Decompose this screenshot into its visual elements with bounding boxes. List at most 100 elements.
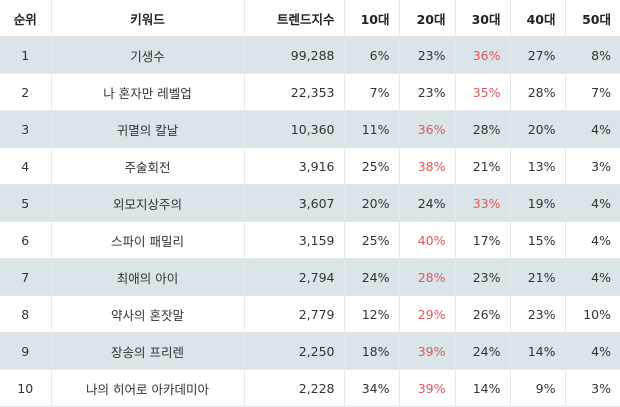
age-20s-cell: 38% xyxy=(398,147,455,185)
rank-cell: 5 xyxy=(0,184,51,222)
header-row: 순위 키워드 트렌드지수 10대 20대 30대 40대 50대 xyxy=(0,0,620,37)
trend-index-cell: 99,288 xyxy=(243,36,344,74)
age-20s-cell: 40% xyxy=(398,221,455,259)
header-10s: 10대 xyxy=(343,0,399,37)
age-50s-cell: 7% xyxy=(564,73,620,111)
age-50s-cell: 4% xyxy=(564,110,620,148)
age-10s-cell: 11% xyxy=(343,110,399,148)
table-row: 3 귀멸의 칼날 10,360 11% 36% 28% 20% 4% xyxy=(0,110,620,148)
rank-cell: 1 xyxy=(0,36,51,74)
age-30s-cell: 28% xyxy=(454,110,510,148)
age-30s-cell: 36% xyxy=(454,36,510,74)
age-30s-cell: 17% xyxy=(454,221,510,259)
age-30s-cell: 35% xyxy=(454,73,510,111)
keyword-cell: 귀멸의 칼날 xyxy=(50,110,244,148)
age-20s-cell: 29% xyxy=(398,295,455,333)
header-20s: 20대 xyxy=(398,0,455,37)
keyword-cell: 외모지상주의 xyxy=(50,184,244,222)
keyword-cell: 기생수 xyxy=(50,36,244,74)
age-10s-cell: 20% xyxy=(343,184,399,222)
age-40s-cell: 27% xyxy=(509,36,565,74)
age-40s-cell: 9% xyxy=(509,369,565,407)
trend-index-cell: 3,916 xyxy=(243,147,344,185)
age-50s-cell: 3% xyxy=(564,369,620,407)
rank-cell: 9 xyxy=(0,332,51,370)
age-50s-cell: 4% xyxy=(564,184,620,222)
age-40s-cell: 15% xyxy=(509,221,565,259)
rank-cell: 10 xyxy=(0,369,51,407)
age-30s-cell: 26% xyxy=(454,295,510,333)
age-10s-cell: 25% xyxy=(343,221,399,259)
age-40s-cell: 21% xyxy=(509,258,565,296)
table-row: 5 외모지상주의 3,607 20% 24% 33% 19% 4% xyxy=(0,184,620,222)
rank-cell: 6 xyxy=(0,221,51,259)
age-30s-cell: 24% xyxy=(454,332,510,370)
age-10s-cell: 7% xyxy=(343,73,399,111)
table-row: 10 나의 히어로 아카데미아 2,228 34% 39% 14% 9% 3% xyxy=(0,369,620,407)
trend-index-cell: 10,360 xyxy=(243,110,344,148)
rank-cell: 4 xyxy=(0,147,51,185)
age-10s-cell: 34% xyxy=(343,369,399,407)
header-40s: 40대 xyxy=(509,0,565,37)
table-row: 7 최애의 아이 2,794 24% 28% 23% 21% 4% xyxy=(0,258,620,296)
table-row: 8 약사의 혼잣말 2,779 12% 29% 26% 23% 10% xyxy=(0,295,620,333)
keyword-cell: 최애의 아이 xyxy=(50,258,244,296)
trend-index-cell: 3,607 xyxy=(243,184,344,222)
keyword-cell: 나 혼자만 레벨업 xyxy=(50,73,244,111)
age-50s-cell: 8% xyxy=(564,36,620,74)
age-20s-cell: 23% xyxy=(398,36,455,74)
age-10s-cell: 18% xyxy=(343,332,399,370)
rank-cell: 7 xyxy=(0,258,51,296)
header-rank: 순위 xyxy=(0,0,51,37)
age-30s-cell: 21% xyxy=(454,147,510,185)
keyword-cell: 스파이 패밀리 xyxy=(50,221,244,259)
age-50s-cell: 4% xyxy=(564,258,620,296)
header-50s: 50대 xyxy=(564,0,620,37)
keyword-cell: 약사의 혼잣말 xyxy=(50,295,244,333)
age-20s-cell: 23% xyxy=(398,73,455,111)
trend-index-cell: 22,353 xyxy=(243,73,344,111)
age-10s-cell: 25% xyxy=(343,147,399,185)
age-50s-cell: 10% xyxy=(564,295,620,333)
header-keyword: 키워드 xyxy=(50,0,244,37)
trend-index-cell: 2,779 xyxy=(243,295,344,333)
age-30s-cell: 14% xyxy=(454,369,510,407)
keyword-cell: 주술회전 xyxy=(50,147,244,185)
rank-cell: 3 xyxy=(0,110,51,148)
age-30s-cell: 23% xyxy=(454,258,510,296)
trend-index-cell: 2,794 xyxy=(243,258,344,296)
age-20s-cell: 39% xyxy=(398,332,455,370)
age-20s-cell: 28% xyxy=(398,258,455,296)
age-20s-cell: 36% xyxy=(398,110,455,148)
age-50s-cell: 4% xyxy=(564,332,620,370)
table-row: 9 장송의 프리렌 2,250 18% 39% 24% 14% 4% xyxy=(0,332,620,370)
trend-index-cell: 2,250 xyxy=(243,332,344,370)
trend-index-cell: 2,228 xyxy=(243,369,344,407)
age-20s-cell: 24% xyxy=(398,184,455,222)
age-40s-cell: 19% xyxy=(509,184,565,222)
rank-cell: 8 xyxy=(0,295,51,333)
table-row: 6 스파이 패밀리 3,159 25% 40% 17% 15% 4% xyxy=(0,221,620,259)
age-50s-cell: 4% xyxy=(564,221,620,259)
age-40s-cell: 14% xyxy=(509,332,565,370)
rank-cell: 2 xyxy=(0,73,51,111)
age-40s-cell: 13% xyxy=(509,147,565,185)
table-row: 4 주술회전 3,916 25% 38% 21% 13% 3% xyxy=(0,147,620,185)
age-50s-cell: 3% xyxy=(564,147,620,185)
age-40s-cell: 23% xyxy=(509,295,565,333)
age-40s-cell: 28% xyxy=(509,73,565,111)
age-10s-cell: 12% xyxy=(343,295,399,333)
table-row: 1 기생수 99,288 6% 23% 36% 27% 8% xyxy=(0,36,620,74)
age-40s-cell: 20% xyxy=(509,110,565,148)
keyword-cell: 장송의 프리렌 xyxy=(50,332,244,370)
keyword-cell: 나의 히어로 아카데미아 xyxy=(50,369,244,407)
age-10s-cell: 6% xyxy=(343,36,399,74)
trend-index-cell: 3,159 xyxy=(243,221,344,259)
age-30s-cell: 33% xyxy=(454,184,510,222)
age-20s-cell: 39% xyxy=(398,369,455,407)
age-10s-cell: 24% xyxy=(343,258,399,296)
header-30s: 30대 xyxy=(454,0,510,37)
header-trend-index: 트렌드지수 xyxy=(243,0,344,37)
